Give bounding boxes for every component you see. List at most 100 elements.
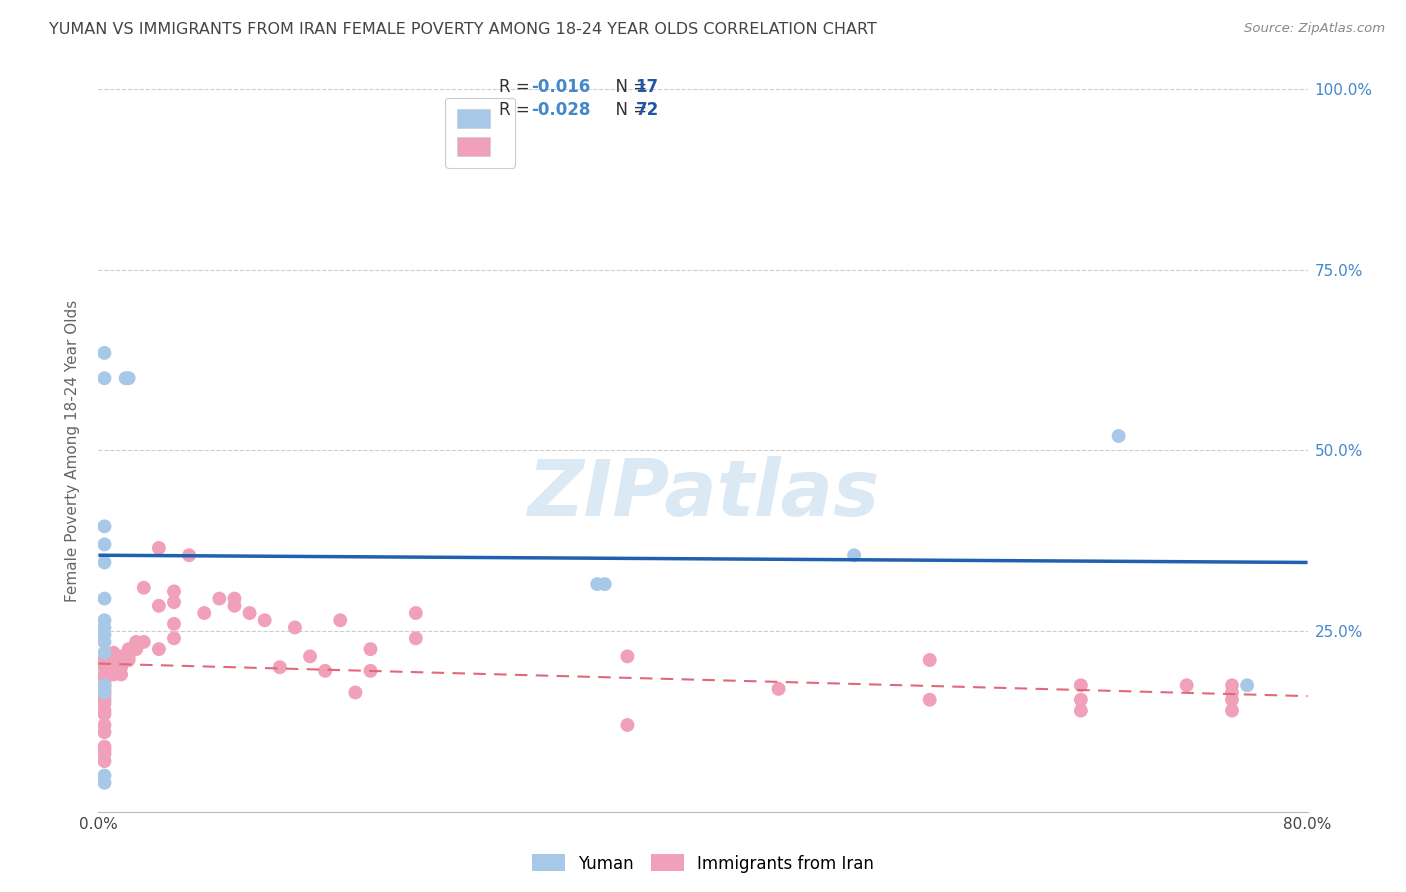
Point: [616, 718, 638, 732]
Point: [93, 537, 115, 551]
Point: [593, 577, 616, 591]
Point: [299, 649, 322, 664]
Point: [103, 653, 125, 667]
Point: [284, 620, 307, 634]
Point: [844, 548, 866, 562]
Text: 72: 72: [636, 101, 659, 119]
Point: [93, 692, 115, 706]
Point: [329, 613, 352, 627]
Point: [110, 660, 132, 674]
Point: [1236, 678, 1258, 692]
Point: [179, 548, 201, 562]
Point: [193, 606, 215, 620]
Point: [405, 606, 427, 620]
Point: [405, 632, 427, 646]
Point: [93, 754, 115, 768]
Point: [103, 646, 125, 660]
Point: [253, 613, 276, 627]
Point: [148, 642, 170, 657]
Point: [132, 635, 155, 649]
Point: [239, 606, 262, 620]
Point: [103, 667, 125, 681]
Point: [1070, 704, 1092, 718]
Text: -0.028: -0.028: [531, 101, 591, 119]
Point: [344, 685, 367, 699]
Point: [208, 591, 231, 606]
Point: [118, 653, 141, 667]
Point: [918, 692, 941, 706]
Point: [163, 584, 186, 599]
Point: [110, 649, 132, 664]
Point: [93, 653, 115, 667]
Text: Source: ZipAtlas.com: Source: ZipAtlas.com: [1244, 22, 1385, 36]
Point: [93, 660, 115, 674]
Point: [103, 664, 125, 678]
Point: [114, 371, 136, 385]
Point: [360, 664, 382, 678]
Point: [586, 577, 609, 591]
Point: [1108, 429, 1130, 443]
Point: [93, 776, 115, 790]
Y-axis label: Female Poverty Among 18-24 Year Olds: Female Poverty Among 18-24 Year Olds: [65, 300, 80, 601]
Point: [93, 696, 115, 710]
Point: [93, 707, 115, 722]
Point: [93, 620, 115, 634]
Point: [1220, 692, 1243, 706]
Legend: Yuman, Immigrants from Iran: Yuman, Immigrants from Iran: [524, 847, 882, 880]
Point: [93, 653, 115, 667]
Point: [93, 743, 115, 757]
Point: [163, 616, 186, 631]
Point: [93, 681, 115, 696]
Point: [125, 635, 148, 649]
Point: [1175, 678, 1198, 692]
Point: [110, 667, 132, 681]
Point: [93, 685, 115, 699]
Point: [118, 649, 141, 664]
Point: [93, 685, 115, 699]
Point: [768, 681, 790, 696]
Text: N =: N =: [605, 78, 652, 96]
Point: [1220, 685, 1243, 699]
Point: [103, 660, 125, 674]
Point: [118, 371, 141, 385]
Point: [93, 739, 115, 754]
Point: [125, 642, 148, 657]
Legend: , : ,: [446, 97, 516, 168]
Point: [360, 642, 382, 657]
Point: [1070, 692, 1092, 706]
Point: [616, 649, 638, 664]
Point: [93, 704, 115, 718]
Point: [93, 646, 115, 660]
Point: [93, 718, 115, 732]
Point: [93, 769, 115, 783]
Point: [93, 671, 115, 685]
Point: [93, 725, 115, 739]
Point: [269, 660, 291, 674]
Text: YUMAN VS IMMIGRANTS FROM IRAN FEMALE POVERTY AMONG 18-24 YEAR OLDS CORRELATION C: YUMAN VS IMMIGRANTS FROM IRAN FEMALE POV…: [49, 22, 877, 37]
Point: [93, 556, 115, 570]
Point: [148, 541, 170, 555]
Point: [163, 595, 186, 609]
Text: R =: R =: [499, 101, 536, 119]
Point: [93, 689, 115, 703]
Point: [93, 371, 115, 385]
Point: [93, 667, 115, 681]
Point: [93, 678, 115, 692]
Point: [93, 635, 115, 649]
Text: -0.016: -0.016: [531, 78, 591, 96]
Text: R =: R =: [499, 78, 536, 96]
Text: ZIPatlas: ZIPatlas: [527, 456, 879, 532]
Point: [93, 628, 115, 642]
Point: [93, 613, 115, 627]
Point: [1220, 704, 1243, 718]
Point: [224, 591, 246, 606]
Point: [93, 674, 115, 689]
Point: [93, 591, 115, 606]
Text: 17: 17: [636, 78, 658, 96]
Point: [918, 653, 941, 667]
Point: [93, 346, 115, 360]
Point: [163, 632, 186, 646]
Point: [314, 664, 336, 678]
Point: [118, 642, 141, 657]
Point: [93, 678, 115, 692]
